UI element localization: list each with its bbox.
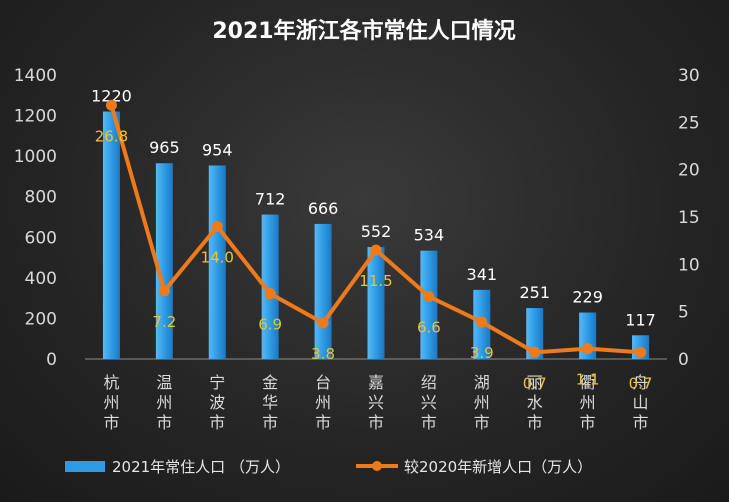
x-tick-label: 宁波市 — [209, 373, 225, 432]
y-tick-label: 400 — [25, 269, 57, 289]
legend-line-label: 较2020年新增人口（万人） — [404, 458, 592, 476]
y-tick-label: 1400 — [14, 66, 57, 86]
line-point — [635, 346, 647, 358]
x-tick-label: 温州市 — [156, 373, 172, 432]
legend-bar-swatch — [65, 461, 105, 472]
bar — [367, 247, 385, 359]
legend-bar-label: 2021年常住人口 （万人） — [112, 458, 290, 476]
line-value-label: 0.7 — [523, 374, 547, 392]
line-value-label: 11.5 — [359, 272, 392, 290]
bar-value-label: 965 — [149, 138, 180, 157]
y2-tick-label: 20 — [678, 161, 700, 181]
x-tick-label: 舟山市 — [633, 373, 649, 432]
x-tick-label: 丽水市 — [527, 373, 543, 432]
line-point — [264, 288, 276, 300]
bar-value-label: 712 — [255, 190, 286, 209]
line-value-label: 3.8 — [311, 345, 335, 363]
bar — [420, 250, 438, 359]
line-point — [105, 99, 117, 111]
x-tick-label: 湖州市 — [474, 373, 490, 432]
bar-value-label: 666 — [308, 199, 339, 218]
legend-line-marker — [372, 461, 382, 471]
bar-value-label: 251 — [519, 283, 550, 302]
bar-value-label: 1220 — [91, 87, 132, 106]
line-point — [317, 317, 329, 329]
y-tick-label: 0 — [46, 350, 57, 370]
line-point — [476, 316, 488, 328]
line-value-label: 0.7 — [629, 374, 653, 392]
y2-tick-label: 10 — [678, 255, 700, 275]
x-tick-label: 台州市 — [315, 373, 331, 432]
bar — [261, 214, 279, 359]
y2-tick-label: 0 — [678, 350, 689, 370]
line-value-label: 14.0 — [201, 248, 234, 266]
x-tick-label: 嘉兴市 — [368, 373, 384, 432]
bar — [208, 165, 226, 359]
line-value-label: 1.1 — [576, 371, 600, 389]
line-point — [211, 220, 223, 232]
line-point — [158, 285, 170, 297]
legend: 2021年常住人口 （万人） 较2020年新增人口（万人） — [65, 458, 592, 476]
bar-value-label: 229 — [572, 288, 603, 307]
bar-value-label: 341 — [467, 265, 498, 284]
y2-tick-label: 30 — [678, 66, 700, 86]
y2-tick-label: 15 — [678, 208, 700, 228]
x-tick-label: 绍兴市 — [421, 373, 437, 432]
line-value-label: 26.8 — [95, 127, 128, 145]
line-point — [582, 343, 594, 355]
bar — [526, 308, 544, 359]
bar — [102, 111, 120, 359]
line-point — [370, 244, 382, 256]
x-tick-label: 金华市 — [262, 373, 278, 432]
bar-value-label: 954 — [202, 140, 233, 159]
line-value-label: 6.6 — [417, 319, 441, 337]
line-point — [423, 291, 435, 303]
plot-area: 0 200 400 600 800 1000 1200 1400 0 5 10 15 20 25 30 杭州市… — [14, 66, 700, 432]
line-value-label: 3.9 — [470, 344, 494, 362]
line-value-label: 7.2 — [152, 313, 176, 331]
bar-value-label: 552 — [361, 222, 392, 241]
x-tick-label: 衢州市 — [580, 373, 596, 432]
chart-title: 2021年浙江各市常住人口情况 — [212, 18, 515, 44]
y-tick-label: 800 — [25, 188, 57, 208]
bar — [155, 163, 173, 359]
y-tick-label: 200 — [25, 309, 57, 329]
line-value-label: 6.9 — [258, 316, 282, 334]
y-tick-label: 1200 — [14, 107, 57, 127]
y2-tick-label: 25 — [678, 113, 700, 133]
bar — [314, 223, 332, 359]
bar-value-label: 534 — [414, 226, 445, 245]
bar-value-label: 117 — [625, 310, 656, 329]
x-tick-label: 杭州市 — [103, 373, 119, 432]
y2-tick-label: 5 — [678, 303, 689, 323]
y-tick-label: 1000 — [14, 147, 57, 167]
line-point — [529, 346, 541, 358]
y-tick-label: 600 — [25, 228, 57, 248]
